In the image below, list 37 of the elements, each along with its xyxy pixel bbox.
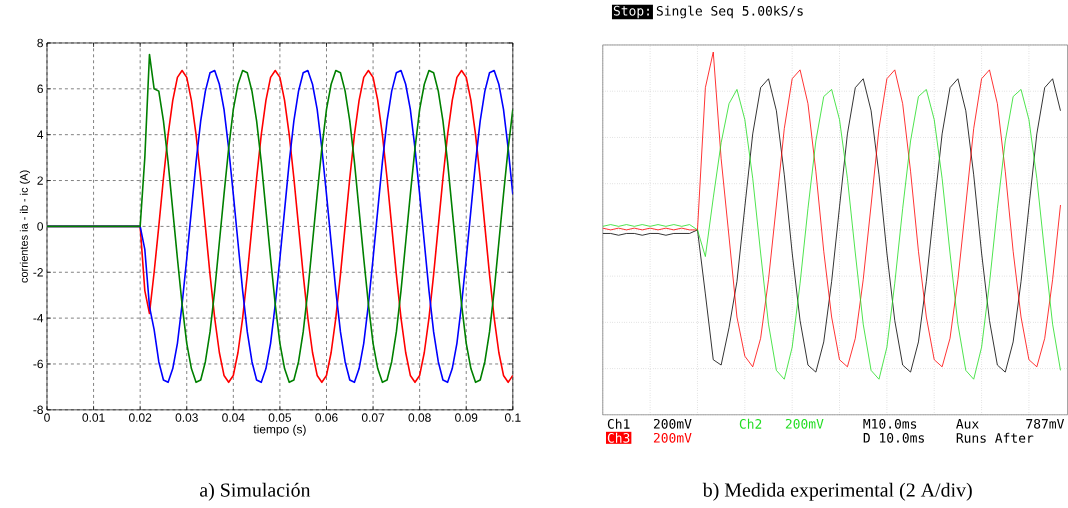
y-tick-label: 4: [37, 130, 44, 139]
x-axis-title: tiempo (s): [253, 424, 306, 436]
y-tick-label: -4: [33, 314, 44, 323]
text: Ch1: [607, 418, 630, 429]
y-axis-title: corrientes ia - ib - ic (A): [19, 170, 31, 283]
text: 787mV: [1026, 419, 1065, 429]
y-tick-label: 8: [37, 38, 43, 48]
x-tick-label: 0.09: [455, 413, 478, 422]
x-tick-label: 0.04: [222, 413, 245, 422]
y-tick-label: -6: [33, 359, 43, 369]
x-tick-label: 0.07: [361, 413, 385, 422]
text: Runs After: [956, 432, 1034, 443]
x-tick-label: 0.03: [175, 413, 198, 422]
text: 200mV: [785, 419, 824, 429]
text: Stop:: [613, 5, 649, 19]
y-tick-label: 2: [37, 176, 43, 185]
x-tick-label: 0.06: [315, 413, 338, 422]
y-tick-label: -2: [33, 268, 43, 277]
y-tick-label: -8: [33, 405, 43, 415]
text: 200mV: [653, 419, 692, 429]
text: b) Medida experimental (2 A/div): [702, 482, 972, 501]
text: D 10.0ms: [863, 433, 924, 443]
text: a) Simulación: [200, 482, 311, 501]
x-tick-label: 0.01: [82, 413, 105, 422]
text: Ch3: [607, 432, 630, 443]
x-tick-label: 0.05: [268, 413, 292, 422]
text: Ch2: [739, 418, 762, 429]
x-tick-label: 0.08: [408, 413, 431, 422]
y-tick-label: 0: [37, 222, 44, 231]
text: Aux: [956, 419, 979, 429]
x-tick-label: 0.1: [504, 413, 521, 422]
x-tick-label: 0: [44, 413, 50, 422]
y-tick-label: 6: [37, 84, 43, 94]
text: Single Seq 5.00kS/s: [656, 5, 803, 19]
text: 200mV: [653, 433, 692, 443]
x-tick-label: 0.02: [129, 413, 152, 422]
text: M10.0ms: [863, 419, 917, 429]
